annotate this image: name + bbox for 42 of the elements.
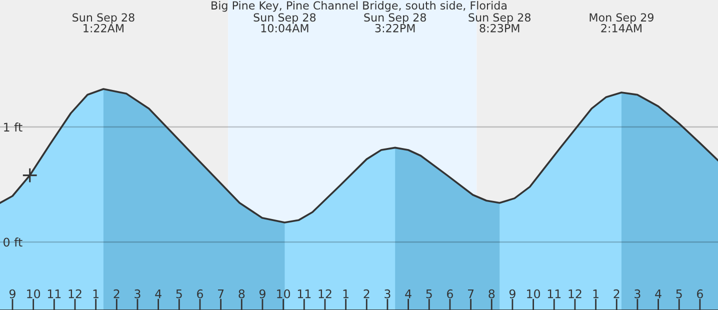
x-tick-label: 4 <box>405 290 412 298</box>
x-tick-label: 4 <box>155 290 162 298</box>
x-tick-label: 6 <box>697 289 703 298</box>
x-tick-label: 9 <box>9 289 16 298</box>
x-tick-label: 2 <box>364 289 370 298</box>
x-tick-label: 12 <box>318 289 332 298</box>
x-tick-label: 11 <box>48 290 61 298</box>
x-tick-label: 3 <box>384 289 390 298</box>
y-tick-label: 1 ft <box>4 122 22 132</box>
x-tick-label: 5 <box>426 290 432 298</box>
x-tick-label: 5 <box>176 290 182 298</box>
x-tick-label: 1 <box>93 290 98 298</box>
x-tick-label: 8 <box>238 289 245 298</box>
annotation: Sun Sep 28 8:23PM <box>468 13 530 32</box>
x-tick-label: 12 <box>568 289 582 298</box>
annotation: Sun Sep 28 3:22PM <box>364 13 426 32</box>
annotation: Mon Sep 29 2:14AM <box>590 13 654 32</box>
x-tick-label: 11 <box>298 290 311 298</box>
x-tick-label: 2 <box>614 289 620 298</box>
x-tick-label: 3 <box>634 289 640 298</box>
annotation: Sun Sep 28 10:04AM <box>254 13 316 32</box>
x-tick-label: 1 <box>343 290 348 298</box>
x-tick-label: 7 <box>218 290 224 298</box>
x-tick-label: 4 <box>655 290 662 298</box>
x-tick-label: 11 <box>548 290 561 298</box>
x-tick-label: 5 <box>676 290 682 298</box>
x-tick-label: 3 <box>134 289 140 298</box>
x-tick-label: 10 <box>277 289 290 298</box>
x-tick-label: 10 <box>527 289 540 298</box>
y-tick-label: 0 ft <box>4 238 22 247</box>
x-tick-label: 8 <box>488 289 495 298</box>
x-tick-label: 1 <box>593 290 598 298</box>
x-tick-label: 2 <box>114 289 120 298</box>
x-tick-label: 7 <box>468 290 474 298</box>
x-tick-label: 9 <box>259 289 266 298</box>
chart-title: Big Pine Key, Pine Channel Bridge, south side, Florida <box>212 1 506 12</box>
x-tick-label: 9 <box>509 289 516 298</box>
x-tick-label: 6 <box>197 289 203 298</box>
x-tick-label: 6 <box>447 289 453 298</box>
x-tick-label: 10 <box>27 289 40 298</box>
x-tick-label: 12 <box>68 289 82 298</box>
annotation: Sun Sep 28 1:22AM <box>72 13 134 32</box>
